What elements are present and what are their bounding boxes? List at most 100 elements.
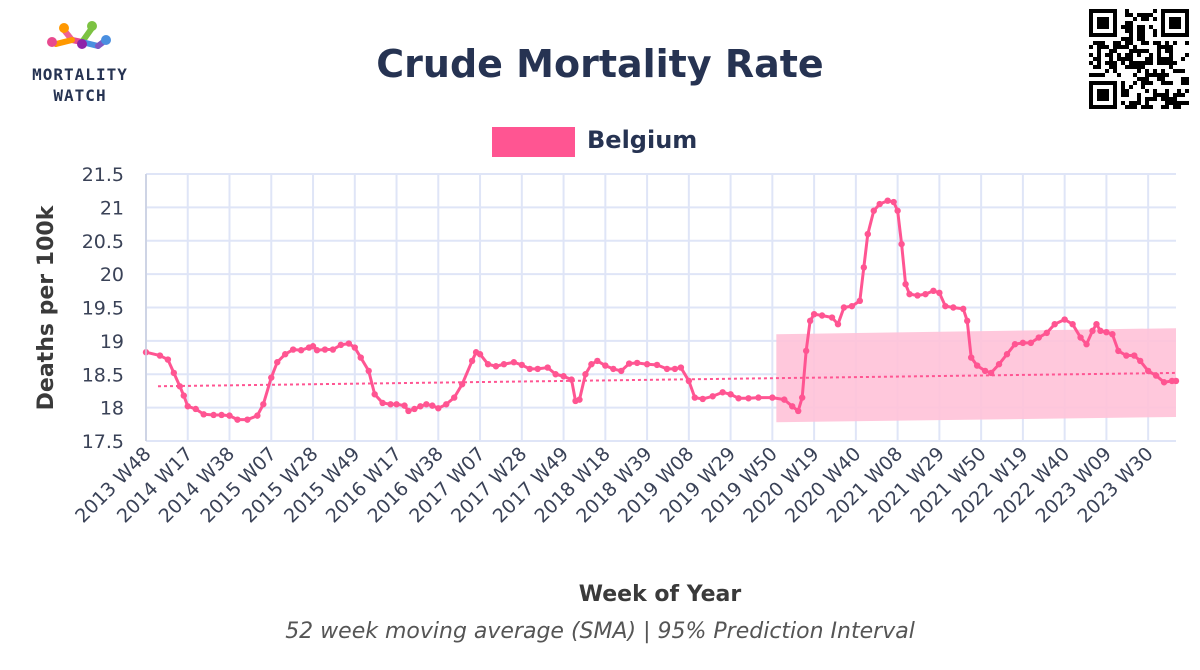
data-point (653, 361, 661, 369)
data-point (818, 312, 826, 319)
data-point (1019, 339, 1027, 347)
data-point (727, 391, 734, 398)
data-point (281, 351, 289, 358)
data-point (200, 411, 207, 418)
data-point (443, 401, 450, 408)
data-point (898, 240, 905, 248)
data-point (1035, 334, 1042, 341)
qr-code-icon[interactable] (1089, 9, 1189, 109)
data-point (930, 287, 937, 295)
chart-subtitle: 52 week moving average (SMA) | 95% Predi… (285, 619, 915, 644)
data-point (417, 403, 424, 410)
chart-title: Crude Mortality Rate (376, 42, 823, 86)
y-tick-label: 21.5 (82, 164, 124, 186)
data-point (942, 302, 949, 310)
data-point (321, 346, 329, 353)
data-point (719, 389, 726, 396)
data-point (936, 289, 943, 297)
logo-line2: WATCH (53, 86, 106, 105)
data-point (423, 401, 430, 408)
data-point (840, 304, 848, 311)
data-point (468, 357, 476, 365)
data-point (210, 411, 217, 419)
data-point (234, 416, 241, 423)
data-point (156, 352, 164, 359)
data-point (576, 396, 583, 403)
logo-network-icon (47, 21, 111, 49)
data-point (351, 344, 358, 351)
data-point (1144, 367, 1152, 375)
data-point (699, 395, 706, 403)
data-point (180, 392, 187, 399)
data-point (856, 297, 864, 305)
data-point (218, 411, 225, 419)
data-point (795, 407, 802, 415)
data-point (518, 361, 526, 369)
data-point (1137, 357, 1144, 365)
data-point (1123, 352, 1130, 359)
data-point (588, 361, 595, 368)
data-point (1003, 351, 1011, 358)
data-point (870, 207, 877, 214)
data-point (902, 280, 909, 288)
data-point (552, 371, 559, 378)
y-tick-label: 20.5 (82, 231, 124, 253)
data-point (329, 346, 337, 353)
qr-modules (1089, 9, 1189, 109)
data-point (960, 305, 967, 313)
data-point (492, 363, 500, 370)
data-point (337, 341, 345, 349)
y-tick-label: 17.5 (82, 431, 124, 453)
data-point (500, 361, 508, 368)
series-belgium (142, 197, 1180, 423)
data-point (1109, 331, 1116, 338)
data-point (526, 365, 533, 373)
legend-label: Belgium (587, 126, 697, 154)
data-point (1152, 372, 1160, 379)
data-point (834, 320, 842, 328)
data-point (260, 401, 267, 408)
data-point (1011, 341, 1019, 348)
data-point (602, 362, 609, 369)
data-point (1160, 379, 1168, 386)
data-point (365, 367, 372, 375)
data-point (429, 402, 436, 409)
data-point (922, 290, 929, 298)
y-tick-label: 19 (100, 331, 124, 353)
data-point (610, 365, 617, 373)
data-point (798, 394, 806, 401)
legend-swatch (492, 127, 575, 157)
data-point (806, 317, 814, 325)
data-point (745, 395, 752, 402)
data-point (594, 357, 601, 365)
qr-finder (1097, 17, 1109, 29)
data-point (709, 393, 716, 400)
legend[interactable]: Belgium (492, 126, 697, 157)
data-point (1043, 329, 1050, 337)
y-tick-label: 19.5 (82, 298, 124, 320)
data-point (313, 347, 321, 354)
qr-finder (1097, 89, 1109, 101)
data-point (643, 361, 651, 368)
data-point (950, 304, 957, 311)
data-point (357, 354, 364, 361)
data-point (769, 394, 776, 401)
data-point (484, 361, 492, 368)
data-point (1172, 377, 1180, 385)
qr-finder (1169, 17, 1181, 29)
data-point (1093, 320, 1100, 328)
logo[interactable]: MORTALITY WATCH (32, 21, 128, 105)
data-point (884, 197, 891, 204)
data-point (781, 396, 788, 403)
data-point (890, 198, 897, 206)
data-point (802, 347, 810, 355)
y-axis: 17.5 18 18.5 19 19.5 20 20.5 21 21.5 (82, 164, 147, 453)
data-point (345, 340, 353, 347)
data-point (371, 391, 378, 398)
data-point (510, 359, 518, 366)
data-point (254, 412, 261, 419)
data-point (894, 207, 901, 214)
data-point (964, 317, 971, 325)
data-point (618, 367, 625, 375)
data-point (1083, 341, 1090, 348)
